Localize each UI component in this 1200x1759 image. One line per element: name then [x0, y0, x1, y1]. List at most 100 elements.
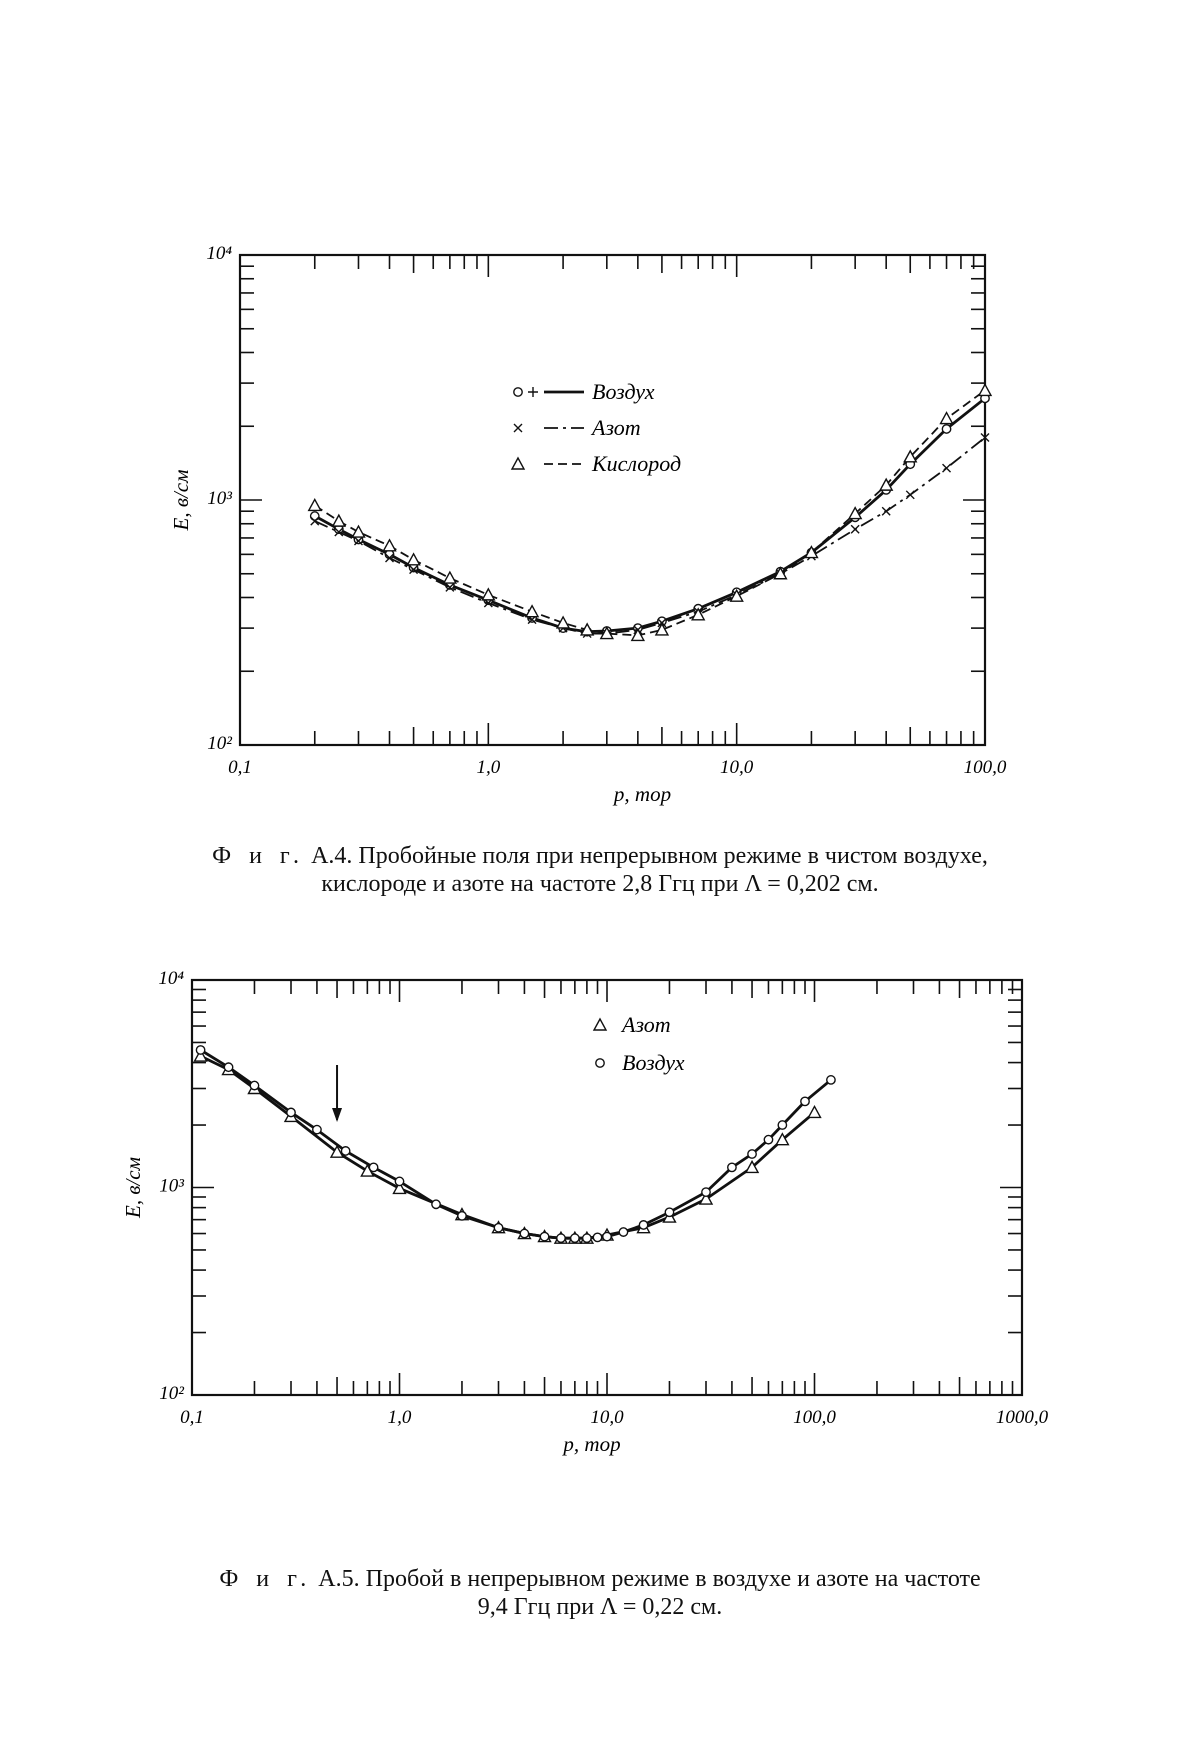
data-point: [778, 1121, 786, 1129]
data-point: [882, 507, 890, 515]
data-point: [748, 1150, 756, 1158]
data-point: [395, 1177, 403, 1185]
x-tick-label: 0,1: [180, 1407, 204, 1428]
legend-label: Азот: [620, 1012, 671, 1037]
x-tick-label: 1,0: [388, 1407, 412, 1428]
caption-line-2: 9,4 Ггц при Λ = 0,22 см.: [60, 1593, 1140, 1621]
legend-label: Кислород: [591, 451, 681, 476]
x-axis-label: p, тор: [561, 1432, 620, 1456]
y-axis-label: E, в/см: [121, 1157, 145, 1219]
data-point: [540, 1232, 548, 1240]
caption-number: А.4.: [311, 843, 352, 869]
data-point: [801, 1097, 809, 1105]
x-tick-label: 0,1: [228, 757, 252, 778]
chart-fig-a5: 0,11,010,0100,01000,010²10³10⁴p, торE, в…: [0, 930, 1200, 1490]
data-point: [656, 624, 668, 635]
data-point: [526, 606, 538, 617]
legend-marker: [594, 1019, 606, 1030]
data-point: [665, 1208, 673, 1216]
data-point: [728, 1163, 736, 1171]
caption-line-1: Ф и г. А.5. Пробой в непрерывном режиме …: [60, 1565, 1140, 1593]
y-tick-label: 10³: [207, 488, 232, 509]
data-point: [352, 526, 364, 537]
data-point: [593, 1233, 601, 1241]
data-point: [942, 425, 950, 433]
data-point: [458, 1212, 466, 1220]
caption-prefix: Ф и г.: [219, 1566, 312, 1592]
arrow-annotation: [332, 1065, 342, 1122]
series-3: [309, 384, 991, 640]
data-point: [702, 1188, 710, 1196]
legend-label: Воздух: [622, 1050, 685, 1075]
caption-prefix: Ф и г.: [212, 843, 305, 869]
data-point: [583, 1234, 591, 1242]
series-line: [201, 1056, 815, 1238]
data-point: [851, 525, 859, 533]
data-point: [482, 589, 494, 600]
caption-line-2: кислороде и азоте на частоте 2,8 Ггц при…: [60, 870, 1140, 898]
x-axis-label: p, тор: [612, 782, 671, 806]
data-point: [224, 1063, 232, 1071]
chart-fig-a4: 0,1 1,0 10,0 100,0 10² 10³ 10⁴ p, тор E, в/см Воз…: [0, 0, 1200, 840]
y-tick-label: 10²: [159, 1383, 184, 1404]
series-1: [195, 1050, 821, 1243]
x-tick-label: 10,0: [590, 1407, 624, 1428]
x-tick-label: 10,0: [720, 757, 754, 778]
series-2: [196, 1046, 835, 1243]
y-tick-label: 10²: [207, 733, 232, 754]
legend-label: Воздух: [592, 379, 655, 404]
data-point: [408, 554, 420, 565]
data-point: [557, 1234, 565, 1242]
data-point: [309, 499, 321, 510]
data-point: [943, 464, 951, 472]
legend: Воздух Азот Кислород: [512, 379, 681, 476]
y-tick-label: 10⁴: [158, 968, 184, 989]
y-tick-label: 10⁴: [206, 243, 232, 264]
caption-text-1: Пробойные поля при непрерывном режиме в …: [358, 843, 987, 869]
data-point: [603, 1232, 611, 1240]
legend-label: Азот: [590, 415, 641, 440]
caption-fig-a4: Ф и г. А.4. Пробойные поля при непрерывн…: [60, 842, 1140, 898]
data-point: [827, 1076, 835, 1084]
data-point: [619, 1228, 627, 1236]
data-point: [571, 1234, 579, 1242]
x-tick-label: 100,0: [793, 1407, 836, 1428]
x-tick-label: 1,0: [476, 757, 500, 778]
data-point: [520, 1229, 528, 1237]
x-tick-label: 100,0: [964, 757, 1007, 778]
legend-marker: [514, 388, 522, 396]
data-point: [444, 572, 456, 583]
data-point: [369, 1163, 377, 1171]
series-line: [201, 1050, 831, 1238]
x-tick-label: 1000,0: [996, 1407, 1049, 1428]
data-point: [287, 1108, 295, 1116]
data-point: [557, 617, 569, 628]
data-point: [941, 413, 953, 424]
data-point: [313, 1125, 321, 1133]
data-point: [494, 1224, 502, 1232]
data-point: [764, 1135, 772, 1143]
data-point: [341, 1147, 349, 1155]
data-point: [639, 1221, 647, 1229]
data-point: [906, 491, 914, 499]
y-axis-label: E, в/см: [169, 469, 193, 531]
data-point: [196, 1046, 204, 1054]
caption-text-1: Пробой в непрерывном режиме в воздухе и …: [366, 1566, 981, 1592]
legend-marker: [596, 1059, 604, 1067]
data-point: [809, 1106, 821, 1117]
data-point: [432, 1200, 440, 1208]
legend-marker: [514, 424, 522, 432]
data-point: [979, 384, 991, 395]
data-point: [384, 540, 396, 551]
caption-fig-a5: Ф и г. А.5. Пробой в непрерывном режиме …: [60, 1565, 1140, 1621]
series-line: [315, 398, 985, 631]
legend-marker: [512, 458, 524, 469]
ticks: [192, 980, 1022, 1395]
caption-number: А.5.: [318, 1566, 359, 1592]
plot-frame: [192, 980, 1022, 1395]
legend: Азот Воздух: [594, 1012, 685, 1075]
caption-line-1: Ф и г. А.4. Пробойные поля при непрерывн…: [60, 842, 1140, 870]
data-point: [250, 1081, 258, 1089]
series-1: [311, 394, 990, 636]
legend-marker-plus: [528, 387, 538, 397]
